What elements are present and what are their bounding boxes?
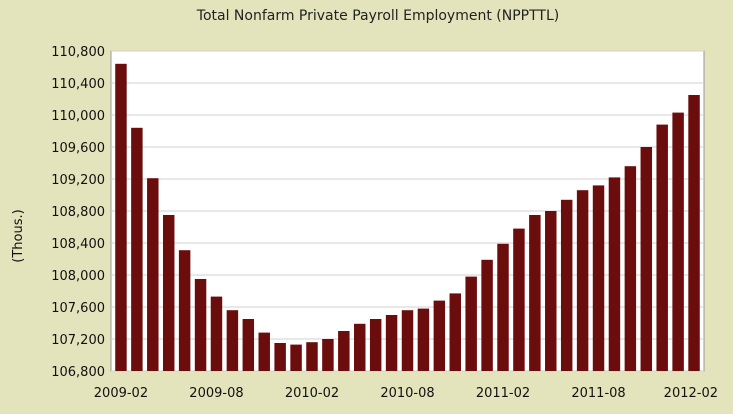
x-tick-label: 2011-08 [571, 386, 625, 401]
bar-2010-07 [385, 315, 398, 371]
y-tick-label: 108,400 [51, 237, 105, 252]
y-tick-label: 109,200 [51, 173, 105, 188]
bar-2009-08 [210, 296, 223, 371]
bar-2011-02 [497, 243, 509, 371]
bar-2011-06 [560, 199, 573, 371]
bar-2012-02 [688, 95, 700, 371]
bar-2009-09 [226, 310, 239, 371]
y-tick-label: 109,600 [51, 141, 105, 156]
y-tick-label: 110,400 [51, 77, 105, 92]
bar-2011-12 [656, 124, 668, 371]
x-tick-label: 2009-02 [94, 386, 148, 401]
y-tick-label: 110,800 [51, 45, 105, 60]
y-axis-label: (Thous.) [11, 209, 26, 262]
y-tick-label: 106,800 [51, 365, 105, 380]
bar-2011-03 [513, 228, 525, 371]
bar-2011-11 [640, 147, 653, 371]
gridlines [111, 50, 704, 372]
bar-2009-03 [131, 127, 143, 371]
bar-2009-11 [258, 332, 270, 371]
bar-2010-01 [290, 344, 302, 371]
bar-2009-05 [162, 215, 175, 371]
y-tick-labels: 106,800 107,200 107,600 108,000 108,400 108,8… [51, 45, 105, 380]
bar-2010-02 [306, 342, 318, 371]
bar-2010-03 [322, 339, 334, 371]
bars [115, 63, 700, 372]
bar-2010-05 [354, 323, 366, 371]
bar-2011-08 [592, 185, 605, 371]
bar-2011-01 [481, 259, 493, 371]
x-tick-label: 2010-08 [380, 386, 434, 401]
x-tick-label: 2009-08 [189, 386, 243, 401]
y-tick-label: 107,200 [51, 333, 105, 348]
bar-2009-06 [178, 250, 191, 371]
bar-2010-04 [338, 331, 350, 371]
y-tick-label: 107,600 [51, 301, 105, 316]
x-tick-label: 2012-02 [664, 386, 718, 401]
y-tick-label: 110,000 [51, 109, 105, 124]
bar-2009-12 [274, 343, 286, 371]
bar-2011-09 [608, 177, 621, 371]
bar-2009-02 [115, 63, 127, 372]
bar-2010-12 [465, 276, 477, 371]
bar-2010-06 [369, 319, 382, 371]
bar-2010-11 [449, 293, 461, 371]
bar-2010-09 [417, 308, 430, 371]
bar-2011-05 [545, 211, 557, 371]
bar-2010-08 [401, 310, 414, 371]
bar-2012-01 [672, 112, 684, 371]
x-tick-label: 2011-02 [476, 386, 530, 401]
chart-title: Total Nonfarm Private Payroll Employment… [196, 8, 559, 24]
x-tick-label: 2010-02 [285, 386, 339, 401]
bar-2011-07 [576, 190, 589, 371]
bar-2011-04 [529, 215, 541, 371]
y-tick-label: 108,000 [51, 269, 105, 284]
y-tick-label: 108,800 [51, 205, 105, 220]
x-tick-labels: 2009-02 2009-08 2010-02 2010-08 2011-02 2011-… [94, 386, 718, 401]
bar-2009-10 [242, 319, 255, 371]
bar-2010-10 [433, 300, 446, 371]
bar-2009-07 [194, 279, 207, 371]
bar-2011-10 [624, 166, 637, 371]
bar-2009-04 [147, 178, 159, 371]
